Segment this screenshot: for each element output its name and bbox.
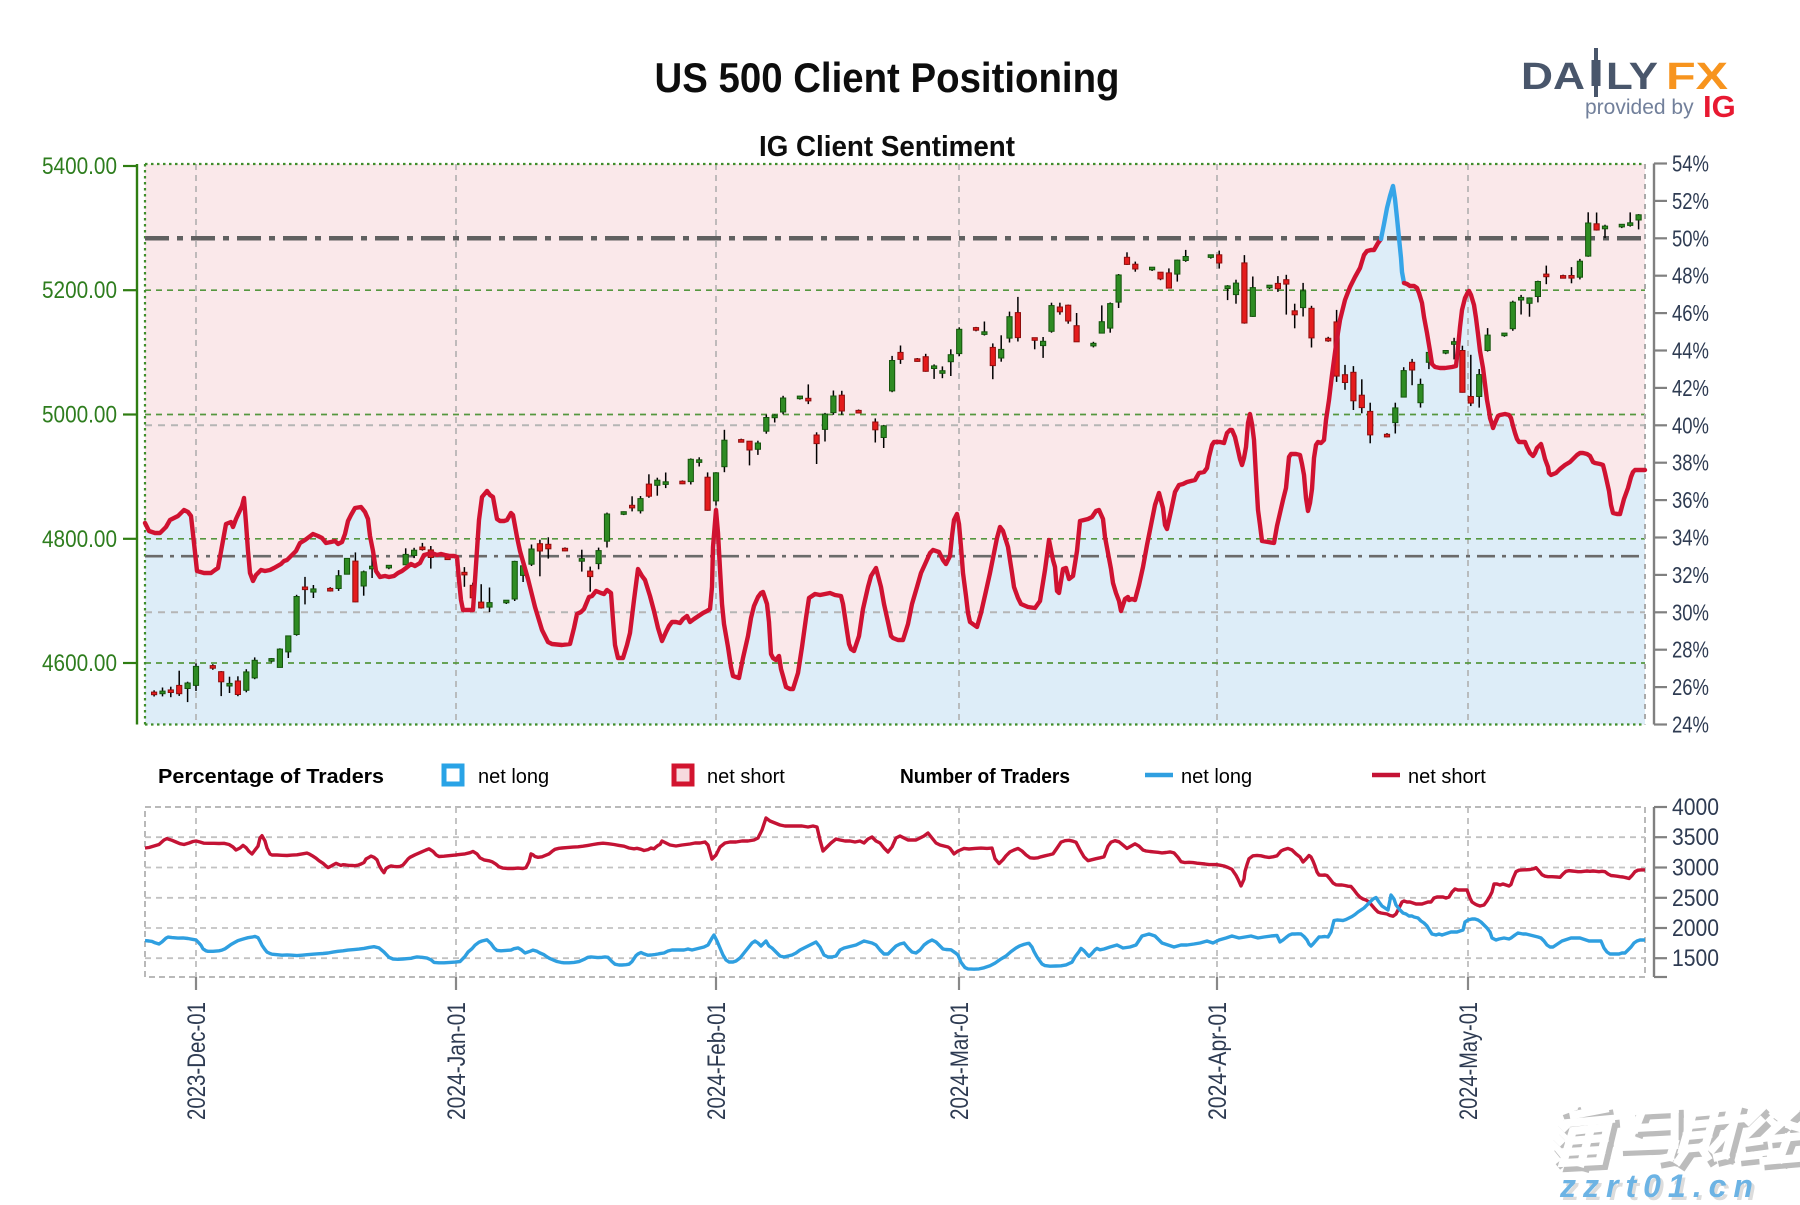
svg-text:36%: 36% bbox=[1672, 487, 1709, 513]
svg-text:Percentage of Traders: Percentage of Traders bbox=[158, 766, 384, 788]
svg-text:44%: 44% bbox=[1672, 338, 1709, 364]
svg-text:net long: net long bbox=[478, 766, 549, 788]
svg-text:40%: 40% bbox=[1672, 412, 1709, 438]
svg-text:2000: 2000 bbox=[1672, 915, 1719, 942]
svg-text:LY: LY bbox=[1606, 56, 1658, 98]
svg-text:30%: 30% bbox=[1672, 599, 1709, 625]
svg-text:2024-Mar-01: 2024-Mar-01 bbox=[946, 1002, 974, 1120]
svg-text:42%: 42% bbox=[1672, 375, 1709, 401]
svg-text:50%: 50% bbox=[1672, 225, 1709, 251]
svg-text:Number of Traders: Number of Traders bbox=[900, 766, 1070, 788]
svg-text:5400.00: 5400.00 bbox=[42, 153, 117, 180]
svg-text:5200.00: 5200.00 bbox=[42, 277, 117, 304]
svg-text:IG: IG bbox=[1703, 89, 1736, 124]
svg-text:28%: 28% bbox=[1672, 637, 1709, 663]
svg-text:2024-Feb-01: 2024-Feb-01 bbox=[703, 1002, 731, 1120]
svg-text:48%: 48% bbox=[1672, 263, 1709, 289]
svg-text:38%: 38% bbox=[1672, 450, 1709, 476]
svg-text:US 500 Client Positioning: US 500 Client Positioning bbox=[655, 54, 1120, 101]
svg-text:2024-May-01: 2024-May-01 bbox=[1455, 1002, 1483, 1120]
svg-text:5000.00: 5000.00 bbox=[42, 402, 117, 429]
svg-text:54%: 54% bbox=[1672, 151, 1709, 177]
svg-text:32%: 32% bbox=[1672, 562, 1709, 588]
svg-text:4800.00: 4800.00 bbox=[42, 526, 117, 553]
svg-text:net short: net short bbox=[1408, 766, 1486, 788]
svg-text:34%: 34% bbox=[1672, 525, 1709, 551]
svg-text:26%: 26% bbox=[1672, 674, 1709, 700]
svg-text:3500: 3500 bbox=[1672, 824, 1719, 851]
svg-text:2024-Jan-01: 2024-Jan-01 bbox=[443, 1002, 471, 1120]
svg-text:3000: 3000 bbox=[1672, 855, 1719, 882]
svg-text:4000: 4000 bbox=[1672, 794, 1719, 821]
svg-text:2023-Dec-01: 2023-Dec-01 bbox=[183, 1002, 211, 1120]
svg-text:4600.00: 4600.00 bbox=[42, 650, 117, 677]
svg-text:52%: 52% bbox=[1672, 188, 1709, 214]
svg-text:IG Client Sentiment: IG Client Sentiment bbox=[759, 131, 1015, 163]
svg-text:1500: 1500 bbox=[1672, 945, 1719, 972]
svg-text:net short: net short bbox=[707, 766, 785, 788]
svg-text:DA: DA bbox=[1521, 56, 1585, 98]
svg-text:provided by: provided by bbox=[1585, 96, 1694, 119]
svg-text:46%: 46% bbox=[1672, 300, 1709, 326]
svg-text:2500: 2500 bbox=[1672, 885, 1719, 912]
svg-text:net long: net long bbox=[1181, 766, 1252, 788]
svg-text:2024-Apr-01: 2024-Apr-01 bbox=[1204, 1002, 1232, 1120]
svg-text:24%: 24% bbox=[1672, 712, 1709, 738]
